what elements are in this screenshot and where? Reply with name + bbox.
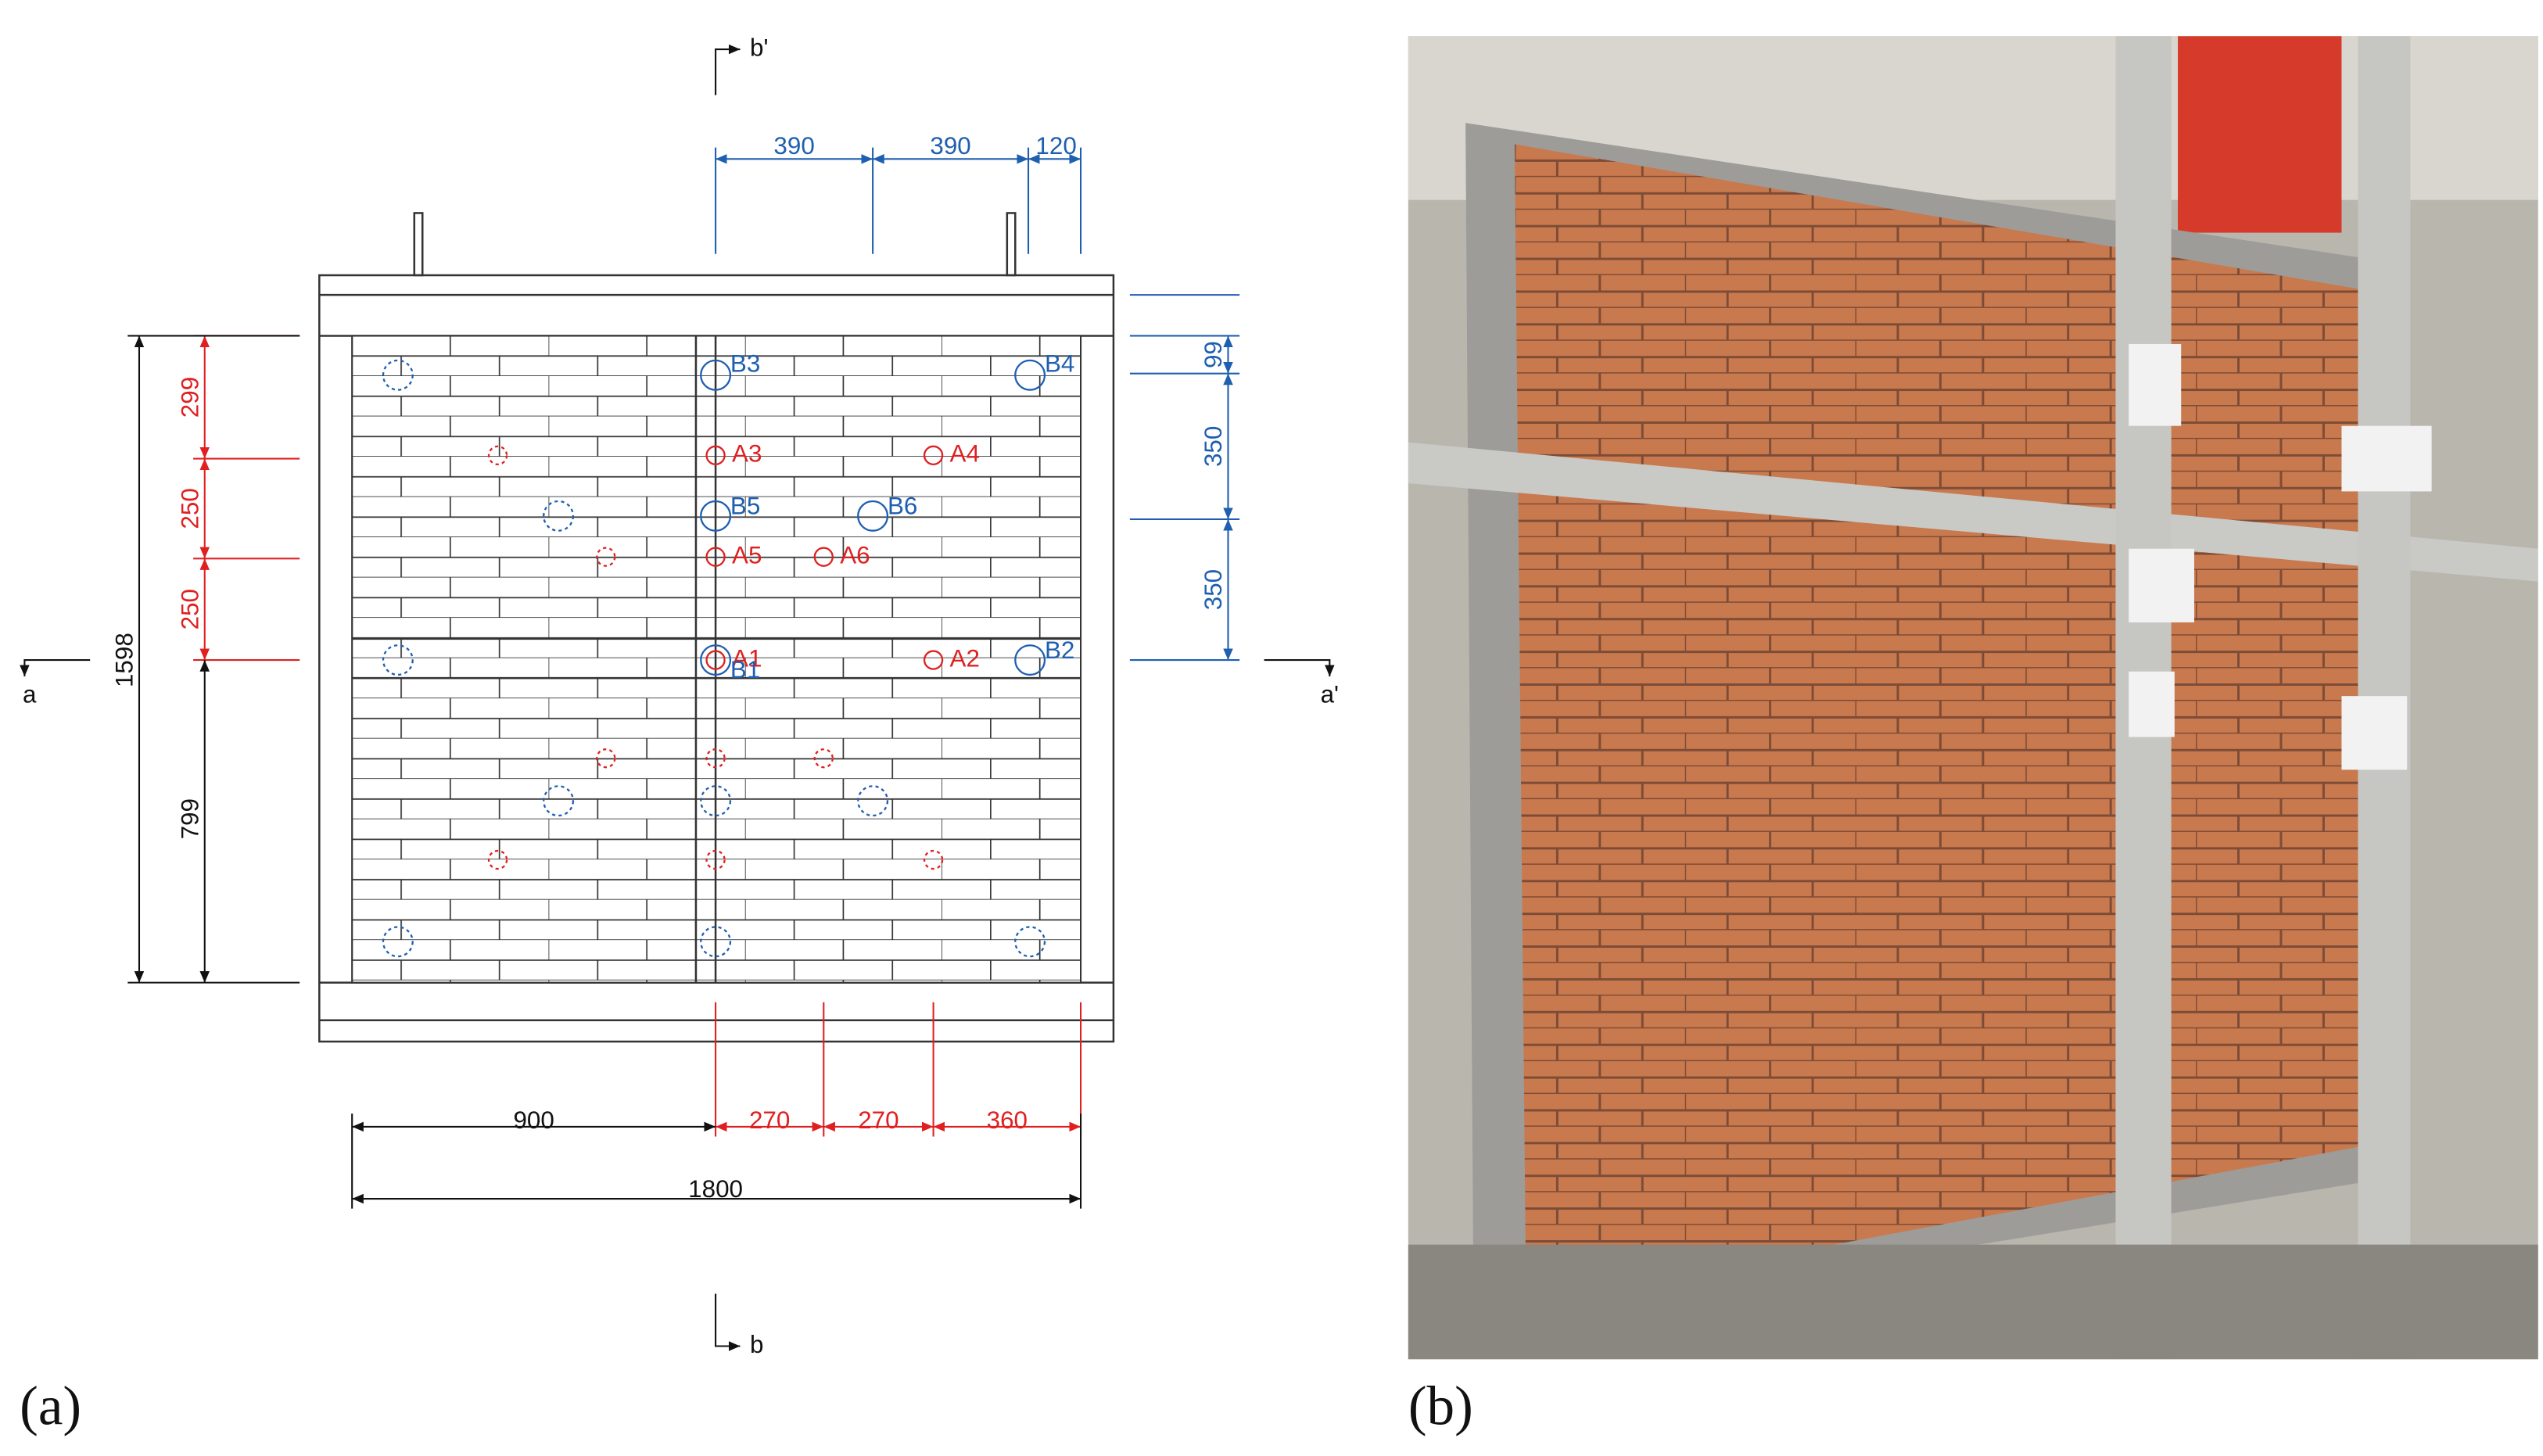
sensor-label: A2 (950, 644, 980, 672)
section-arrow (20, 659, 91, 677)
dimension-label: 299 (176, 377, 203, 418)
dimension-label: 270 (858, 1106, 898, 1134)
dimension-label: 799 (176, 798, 203, 839)
sensor-marker (923, 445, 944, 466)
dimension-label: 390 (773, 132, 814, 160)
dimension-label: 99 (1200, 341, 1227, 368)
sensor-marker (700, 359, 732, 391)
sensor-marker (1014, 644, 1046, 676)
section-label: b (750, 1331, 763, 1358)
photo (1408, 36, 2538, 1360)
sensor-label: B5 (730, 493, 760, 520)
sensor-marker (700, 644, 732, 676)
sensor-marker (923, 650, 944, 670)
section-arrow (1264, 659, 1335, 677)
sensor-label: A1 (732, 644, 762, 672)
sensor-marker (382, 644, 414, 676)
panel-label: (a) (20, 1376, 81, 1437)
sensor-marker (700, 500, 732, 532)
dimension-label: 270 (749, 1106, 790, 1134)
sensor-marker (857, 500, 889, 532)
sensor-marker (1014, 926, 1046, 958)
dimension-label: 120 (1035, 132, 1076, 160)
sensor-label: A6 (840, 541, 870, 568)
sensor-marker (382, 359, 414, 391)
section-arrow (715, 1293, 741, 1351)
sensor-marker (705, 849, 726, 870)
dimension-label: 250 (176, 589, 203, 629)
dimension-label: 1800 (688, 1175, 743, 1203)
center-joints (352, 335, 1081, 983)
sensor-marker (596, 748, 616, 769)
sensor-marker (700, 785, 732, 817)
section-arrow (715, 44, 741, 95)
dimension-label: 390 (930, 132, 970, 160)
sensor-label: A4 (950, 440, 980, 468)
sensor-marker (705, 748, 726, 769)
sensor-marker (487, 445, 508, 466)
sensor-marker (705, 650, 726, 670)
dimension-label: 350 (1200, 569, 1227, 610)
sensors: A1 A2 A3 A4 A5 A6 B1 B2 B3 B4 B5 B6 (382, 350, 1074, 958)
dimension-label: 360 (987, 1106, 1028, 1134)
sensor-label: B6 (888, 493, 917, 520)
sensor-marker (857, 785, 889, 817)
sensor-marker (705, 445, 726, 466)
panel-labels: (a) (b) (20, 1376, 1473, 1437)
sensor-marker (543, 500, 575, 532)
sensor-marker (596, 547, 616, 567)
dimension-label: 900 (513, 1106, 554, 1134)
dimension-label: 350 (1200, 426, 1227, 467)
sensor-label: B3 (730, 350, 760, 377)
sensor-label: A5 (732, 541, 762, 568)
sensor-marker (813, 547, 834, 567)
sensor-label: B4 (1045, 350, 1074, 377)
section-label: b' (750, 34, 768, 61)
sensor-marker (382, 926, 414, 958)
sensor-marker (705, 547, 726, 567)
sensor-marker (1014, 359, 1046, 391)
panel-label: (b) (1408, 1376, 1473, 1437)
dimension-label: 1598 (111, 633, 138, 687)
sensor-label: B2 (1045, 637, 1074, 664)
sensor-marker (487, 849, 508, 870)
dimension-label: 250 (176, 488, 203, 529)
sensor-marker (700, 926, 732, 958)
sensor-marker (813, 748, 834, 769)
section-label: a' (1321, 680, 1339, 708)
sensor-label: A3 (732, 440, 762, 468)
sensor-marker (923, 849, 944, 870)
sensor-marker (543, 785, 575, 817)
section-label: a (23, 680, 37, 708)
sensor-label: B1 (730, 656, 760, 683)
dimensions: 390 390 120 99 350 350 299 250 250 1598 799 270 270 3… (20, 34, 1339, 1358)
